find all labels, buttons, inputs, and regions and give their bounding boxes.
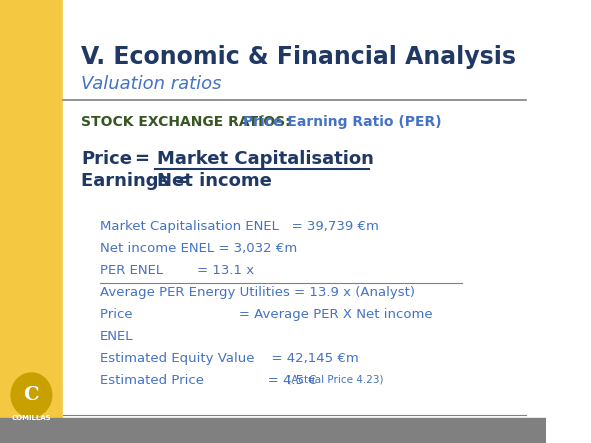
Text: Market Capitalisation: Market Capitalisation <box>157 150 374 168</box>
Text: Estimated Equity Value    = 42,145 €m: Estimated Equity Value = 42,145 €m <box>100 352 359 365</box>
Bar <box>63 0 546 418</box>
Text: =: = <box>134 150 149 168</box>
Text: Valuation ratios: Valuation ratios <box>82 75 222 93</box>
Text: Average PER Energy Utilities = 13.9 x (Analyst): Average PER Energy Utilities = 13.9 x (A… <box>100 286 415 299</box>
Bar <box>0 418 546 443</box>
Text: Price                         = Average PER X Net income: Price = Average PER X Net income <box>100 308 433 321</box>
Text: Estimated Price               = 4.5 €: Estimated Price = 4.5 € <box>100 374 317 387</box>
Text: Price Earning Ratio (PER): Price Earning Ratio (PER) <box>243 115 441 129</box>
Text: Price: Price <box>82 150 132 168</box>
Text: ENEL: ENEL <box>100 330 133 343</box>
Text: Net income: Net income <box>157 172 272 190</box>
Text: Earnings =: Earnings = <box>82 172 191 190</box>
Text: C: C <box>24 386 39 404</box>
Circle shape <box>11 373 52 417</box>
Text: STOCK EXCHANGE RATIOS:: STOCK EXCHANGE RATIOS: <box>82 115 296 129</box>
Text: COMILLAS: COMILLAS <box>12 415 51 421</box>
Text: Market Capitalisation ENEL   = 39,739 €m: Market Capitalisation ENEL = 39,739 €m <box>100 220 379 233</box>
Bar <box>0 0 63 443</box>
Text: PER ENEL        = 13.1 x: PER ENEL = 13.1 x <box>100 264 254 277</box>
Text: (Actual Price 4.23): (Actual Price 4.23) <box>284 374 384 384</box>
Text: V. Economic & Financial Analysis: V. Economic & Financial Analysis <box>82 45 517 69</box>
Text: Net income ENEL = 3,032 €m: Net income ENEL = 3,032 €m <box>100 242 297 255</box>
